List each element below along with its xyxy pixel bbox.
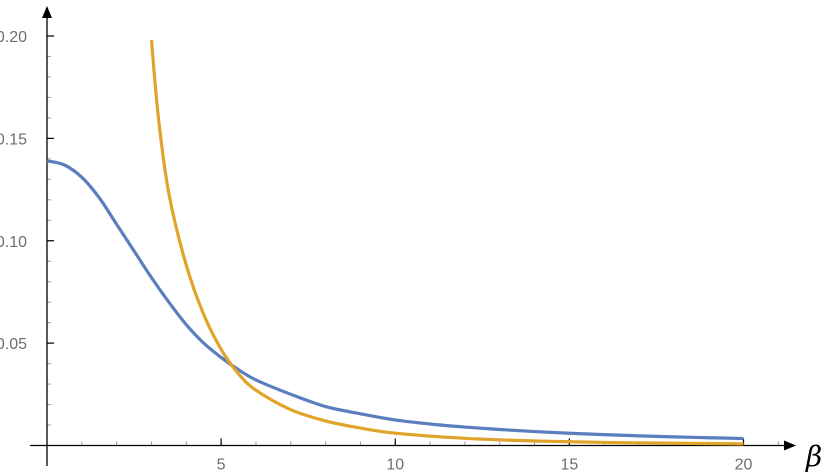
y-tick-label: 0.10 [0,234,27,251]
y-tick-label: 0.15 [0,131,27,148]
x-tick-label: 10 [386,457,404,474]
major-ticks [47,35,745,446]
y-axis-arrowhead [42,6,52,18]
series-line-2 [149,39,744,446]
series-group [46,39,744,446]
x-axis-label: β [805,440,822,473]
axes [30,6,796,466]
series-line-1 [46,159,744,441]
x-tick-label: 15 [560,457,578,474]
x-tick-label: 20 [735,457,753,474]
y-tick-label: 0.20 [0,29,27,46]
x-axis-arrowhead [784,440,796,451]
x-tick-label: 5 [217,457,226,474]
y-tick-label: 0.05 [0,336,27,353]
tick-labels: 5 10 15 20 0.05 0.10 0.15 0.20 [0,29,753,474]
